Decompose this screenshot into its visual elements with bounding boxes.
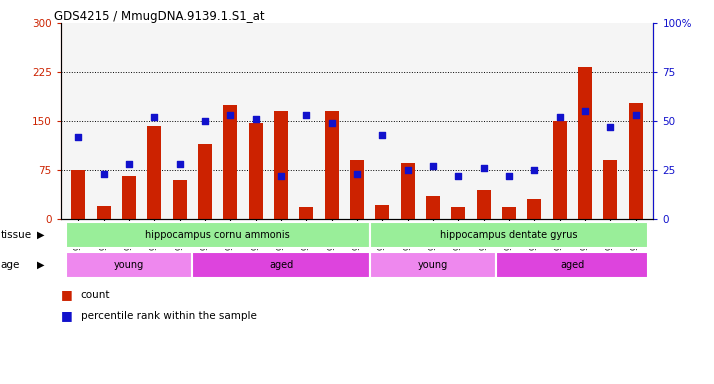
Point	[149, 114, 160, 120]
Bar	[502, 207, 516, 219]
Point	[579, 108, 590, 114]
Text: GDS4215 / MmugDNA.9139.1.S1_at: GDS4215 / MmugDNA.9139.1.S1_at	[54, 10, 264, 23]
Bar	[628, 103, 643, 219]
Text: tissue: tissue	[1, 230, 32, 240]
Bar	[325, 111, 338, 219]
Bar	[198, 144, 212, 219]
Point	[351, 171, 363, 177]
Point	[73, 134, 84, 140]
Point	[554, 114, 565, 120]
Bar	[401, 164, 415, 219]
Bar	[370, 252, 496, 278]
Point	[199, 118, 211, 124]
Bar	[122, 177, 136, 219]
Bar	[192, 252, 370, 278]
Bar	[496, 252, 648, 278]
Point	[630, 112, 641, 118]
Text: aged: aged	[269, 260, 293, 270]
Bar	[350, 160, 364, 219]
Point	[174, 161, 186, 167]
Text: percentile rank within the sample: percentile rank within the sample	[81, 311, 256, 321]
Bar	[451, 207, 466, 219]
Text: aged: aged	[560, 260, 584, 270]
Point	[605, 124, 616, 130]
Point	[478, 165, 489, 171]
Point	[301, 112, 312, 118]
Bar	[71, 170, 86, 219]
Bar	[223, 104, 237, 219]
Text: ■: ■	[61, 288, 72, 301]
Bar	[97, 206, 111, 219]
Point	[402, 167, 413, 173]
Bar	[528, 199, 541, 219]
Bar	[477, 190, 491, 219]
Point	[528, 167, 540, 173]
Point	[225, 112, 236, 118]
Point	[453, 173, 464, 179]
Point	[98, 171, 109, 177]
Bar	[578, 68, 592, 219]
Text: ▶: ▶	[37, 260, 45, 270]
Point	[503, 173, 515, 179]
Bar	[376, 205, 389, 219]
Point	[427, 163, 438, 169]
Bar	[248, 123, 263, 219]
Point	[276, 173, 287, 179]
Text: young: young	[114, 260, 144, 270]
Point	[250, 116, 261, 122]
Text: young: young	[418, 260, 448, 270]
Bar	[603, 160, 617, 219]
Bar	[274, 111, 288, 219]
Bar	[66, 222, 370, 248]
Bar	[553, 121, 567, 219]
Text: age: age	[1, 260, 20, 270]
Bar	[66, 252, 192, 278]
Text: count: count	[81, 290, 110, 300]
Text: ■: ■	[61, 310, 72, 323]
Bar	[426, 196, 440, 219]
Bar	[173, 180, 186, 219]
Point	[124, 161, 135, 167]
Text: ▶: ▶	[37, 230, 45, 240]
Text: hippocampus dentate gyrus: hippocampus dentate gyrus	[441, 230, 578, 240]
Bar	[370, 222, 648, 248]
Point	[376, 132, 388, 138]
Bar	[299, 207, 313, 219]
Point	[326, 120, 338, 126]
Bar	[147, 126, 161, 219]
Text: hippocampus cornu ammonis: hippocampus cornu ammonis	[146, 230, 290, 240]
